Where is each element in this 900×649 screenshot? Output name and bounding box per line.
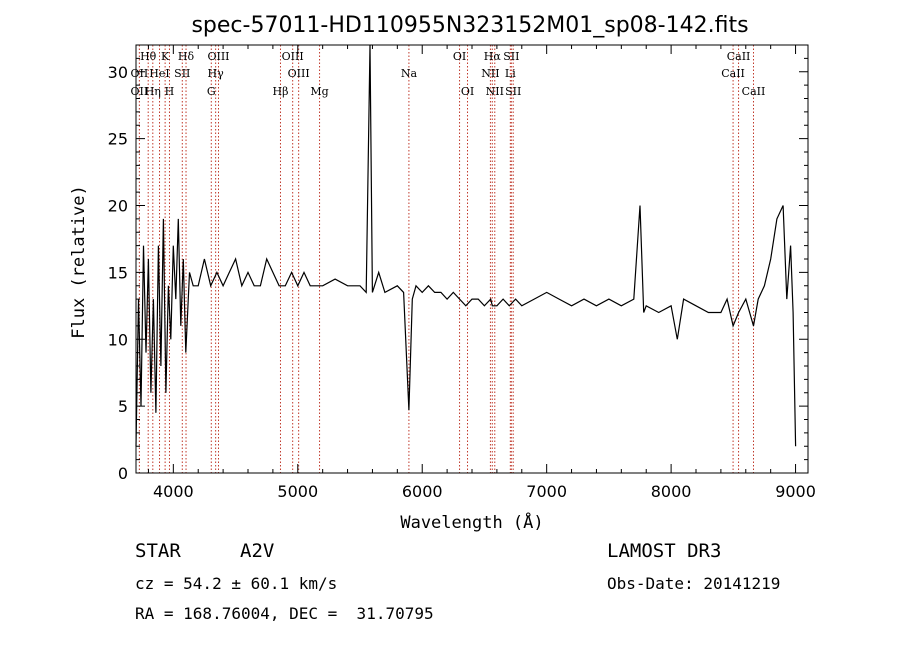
redshift-velocity: cz = 54.2 ± 60.1 km/s bbox=[135, 574, 338, 593]
emission-line-label: OII bbox=[131, 85, 149, 98]
emission-line-label: Mg bbox=[310, 85, 328, 98]
y-tick-label: 20 bbox=[108, 197, 128, 216]
emission-line-label: NII bbox=[481, 67, 499, 80]
emission-line-label: K bbox=[161, 50, 170, 63]
emission-line-label: CaII bbox=[742, 85, 766, 98]
emission-line-label: SII bbox=[174, 67, 190, 80]
x-axis-label: Wavelength (Å) bbox=[400, 511, 543, 533]
y-tick-label: 25 bbox=[108, 130, 128, 149]
emission-line-label: Na bbox=[401, 67, 418, 80]
emission-line-label: G bbox=[207, 85, 216, 98]
y-tick-label: 15 bbox=[108, 263, 128, 282]
plot-frame bbox=[135, 44, 809, 474]
y-tick-label: 30 bbox=[108, 63, 128, 82]
emission-line-label: HeI bbox=[149, 67, 169, 80]
emission-line-label: Hθ bbox=[140, 50, 157, 63]
y-tick-label: 5 bbox=[118, 397, 128, 416]
spectral-subclass: A2V bbox=[240, 540, 275, 562]
coordinates: RA = 168.76004, DEC = 31.70795 bbox=[135, 604, 434, 623]
x-tick-label: 4000 bbox=[153, 482, 194, 501]
emission-line-label: Li bbox=[505, 67, 516, 80]
x-tick-label: 7000 bbox=[526, 482, 567, 501]
x-tick-label: 5000 bbox=[277, 482, 318, 501]
emission-line-label: OIII bbox=[282, 50, 304, 63]
observation-date: Obs-Date: 20141219 bbox=[607, 574, 781, 593]
emission-line-label: Hα bbox=[484, 50, 502, 63]
y-tick-label: 0 bbox=[118, 464, 128, 483]
emission-line-label: NII bbox=[486, 85, 504, 98]
x-axis-ticks: 4000 5000 6000 7000 8000 9000 bbox=[147, 45, 816, 501]
y-axis-ticks: 0 5 10 15 20 25 30 bbox=[108, 57, 808, 483]
survey-name: LAMOST DR3 bbox=[607, 540, 722, 562]
emission-line-label: OIII bbox=[288, 67, 310, 80]
emission-line-label: Hδ bbox=[178, 50, 195, 63]
emission-line-label: CaII bbox=[721, 67, 745, 80]
emission-line-label: SII bbox=[503, 50, 519, 63]
emission-line-label: OIII bbox=[207, 50, 229, 63]
emission-line-label: H bbox=[165, 85, 175, 98]
x-tick-label: 9000 bbox=[775, 482, 816, 501]
emission-line-label: SII bbox=[505, 85, 521, 98]
y-axis-label: Flux (relative) bbox=[69, 185, 89, 339]
object-class: STAR bbox=[135, 540, 181, 562]
x-tick-label: 8000 bbox=[651, 482, 692, 501]
emission-line-label: Hγ bbox=[208, 67, 225, 80]
emission-line-markers bbox=[138, 45, 754, 473]
emission-line-label: OI bbox=[461, 85, 474, 98]
emission-line-label: OI bbox=[453, 50, 466, 63]
emission-line-label: CaII bbox=[727, 50, 751, 63]
chart-title: spec-57011-HD110955N323152M01_sp08-142.f… bbox=[191, 13, 748, 38]
y-tick-label: 10 bbox=[108, 330, 128, 349]
x-tick-label: 6000 bbox=[402, 482, 443, 501]
emission-line-label: OII bbox=[131, 67, 149, 80]
spectrum-series-line bbox=[135, 44, 797, 447]
emission-line-label: Hβ bbox=[273, 85, 289, 98]
emission-line-label: Hη bbox=[145, 85, 161, 98]
